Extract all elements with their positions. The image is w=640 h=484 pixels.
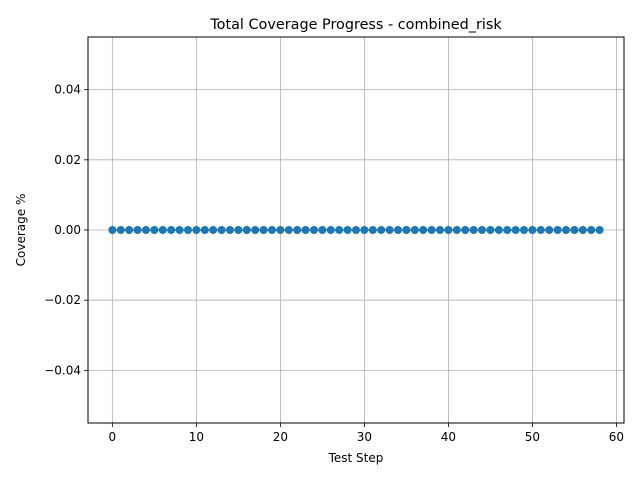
- x-axis-ticks: 0 10 20 30 40 50 60: [109, 423, 624, 444]
- data-point: [427, 226, 436, 234]
- data-point: [200, 226, 209, 234]
- data-point: [511, 226, 520, 234]
- data-point: [326, 226, 335, 234]
- y-tick-label: −0.04: [44, 363, 81, 377]
- y-tick-label: −0.02: [44, 293, 81, 307]
- data-point: [192, 226, 201, 234]
- data-point: [133, 226, 142, 234]
- data-point: [461, 226, 470, 234]
- data-point: [545, 226, 554, 234]
- data-point: [436, 226, 445, 234]
- data-point: [234, 226, 243, 234]
- data-point: [309, 226, 318, 234]
- x-tick-label: 10: [189, 430, 204, 444]
- data-point: [402, 226, 411, 234]
- data-point: [385, 226, 394, 234]
- data-point: [343, 226, 352, 234]
- data-point: [108, 226, 117, 234]
- data-point: [394, 226, 403, 234]
- y-tick-label: 0.04: [54, 83, 81, 97]
- data-point: [259, 226, 268, 234]
- data-point: [377, 226, 386, 234]
- data-point: [225, 226, 234, 234]
- y-axis-ticks: −0.04 −0.02 0.00 0.02 0.04: [44, 83, 88, 377]
- data-point: [150, 226, 159, 234]
- data-point: [267, 226, 276, 234]
- x-tick-label: 50: [525, 430, 540, 444]
- chart-title: Total Coverage Progress - combined_risk: [209, 17, 502, 33]
- data-point: [452, 226, 461, 234]
- data-point: [368, 226, 377, 234]
- data-point: [352, 226, 360, 234]
- data-point: [410, 226, 419, 234]
- data-point: [318, 226, 327, 234]
- data-point: [503, 226, 512, 234]
- data-point: [335, 226, 344, 234]
- data-point: [251, 226, 260, 234]
- data-point: [276, 226, 285, 234]
- data-point: [217, 226, 226, 234]
- data-point: [183, 226, 192, 234]
- data-point: [578, 226, 587, 234]
- data-point: [595, 226, 604, 234]
- data-point: [125, 226, 134, 234]
- data-point: [570, 226, 579, 234]
- y-axis-label: Coverage %: [14, 194, 28, 267]
- data-point: [158, 226, 167, 234]
- x-axis-label: Test Step: [328, 451, 384, 465]
- series-layer: [108, 226, 604, 234]
- data-point: [141, 226, 150, 234]
- data-point: [478, 226, 487, 234]
- data-point: [209, 226, 218, 234]
- data-point: [175, 226, 184, 234]
- data-point: [242, 226, 251, 234]
- data-point: [284, 226, 293, 234]
- x-tick-label: 30: [357, 430, 372, 444]
- data-point: [553, 226, 562, 234]
- x-tick-label: 40: [441, 430, 456, 444]
- data-point: [486, 226, 495, 234]
- data-point: [444, 226, 453, 234]
- data-point: [293, 226, 302, 234]
- data-point: [301, 226, 310, 234]
- data-point: [536, 226, 545, 234]
- data-point: [116, 226, 125, 234]
- y-tick-label: 0.00: [54, 223, 81, 237]
- x-tick-label: 60: [609, 430, 624, 444]
- data-point: [520, 226, 529, 234]
- y-tick-label: 0.02: [54, 153, 81, 167]
- data-point: [167, 226, 176, 234]
- data-point: [587, 226, 596, 234]
- data-point: [494, 226, 503, 234]
- x-tick-label: 20: [273, 430, 288, 444]
- data-point: [528, 226, 537, 234]
- data-point: [469, 226, 478, 234]
- data-point: [562, 226, 571, 234]
- data-point: [360, 226, 369, 234]
- x-tick-label: 0: [109, 430, 117, 444]
- data-point: [419, 226, 428, 234]
